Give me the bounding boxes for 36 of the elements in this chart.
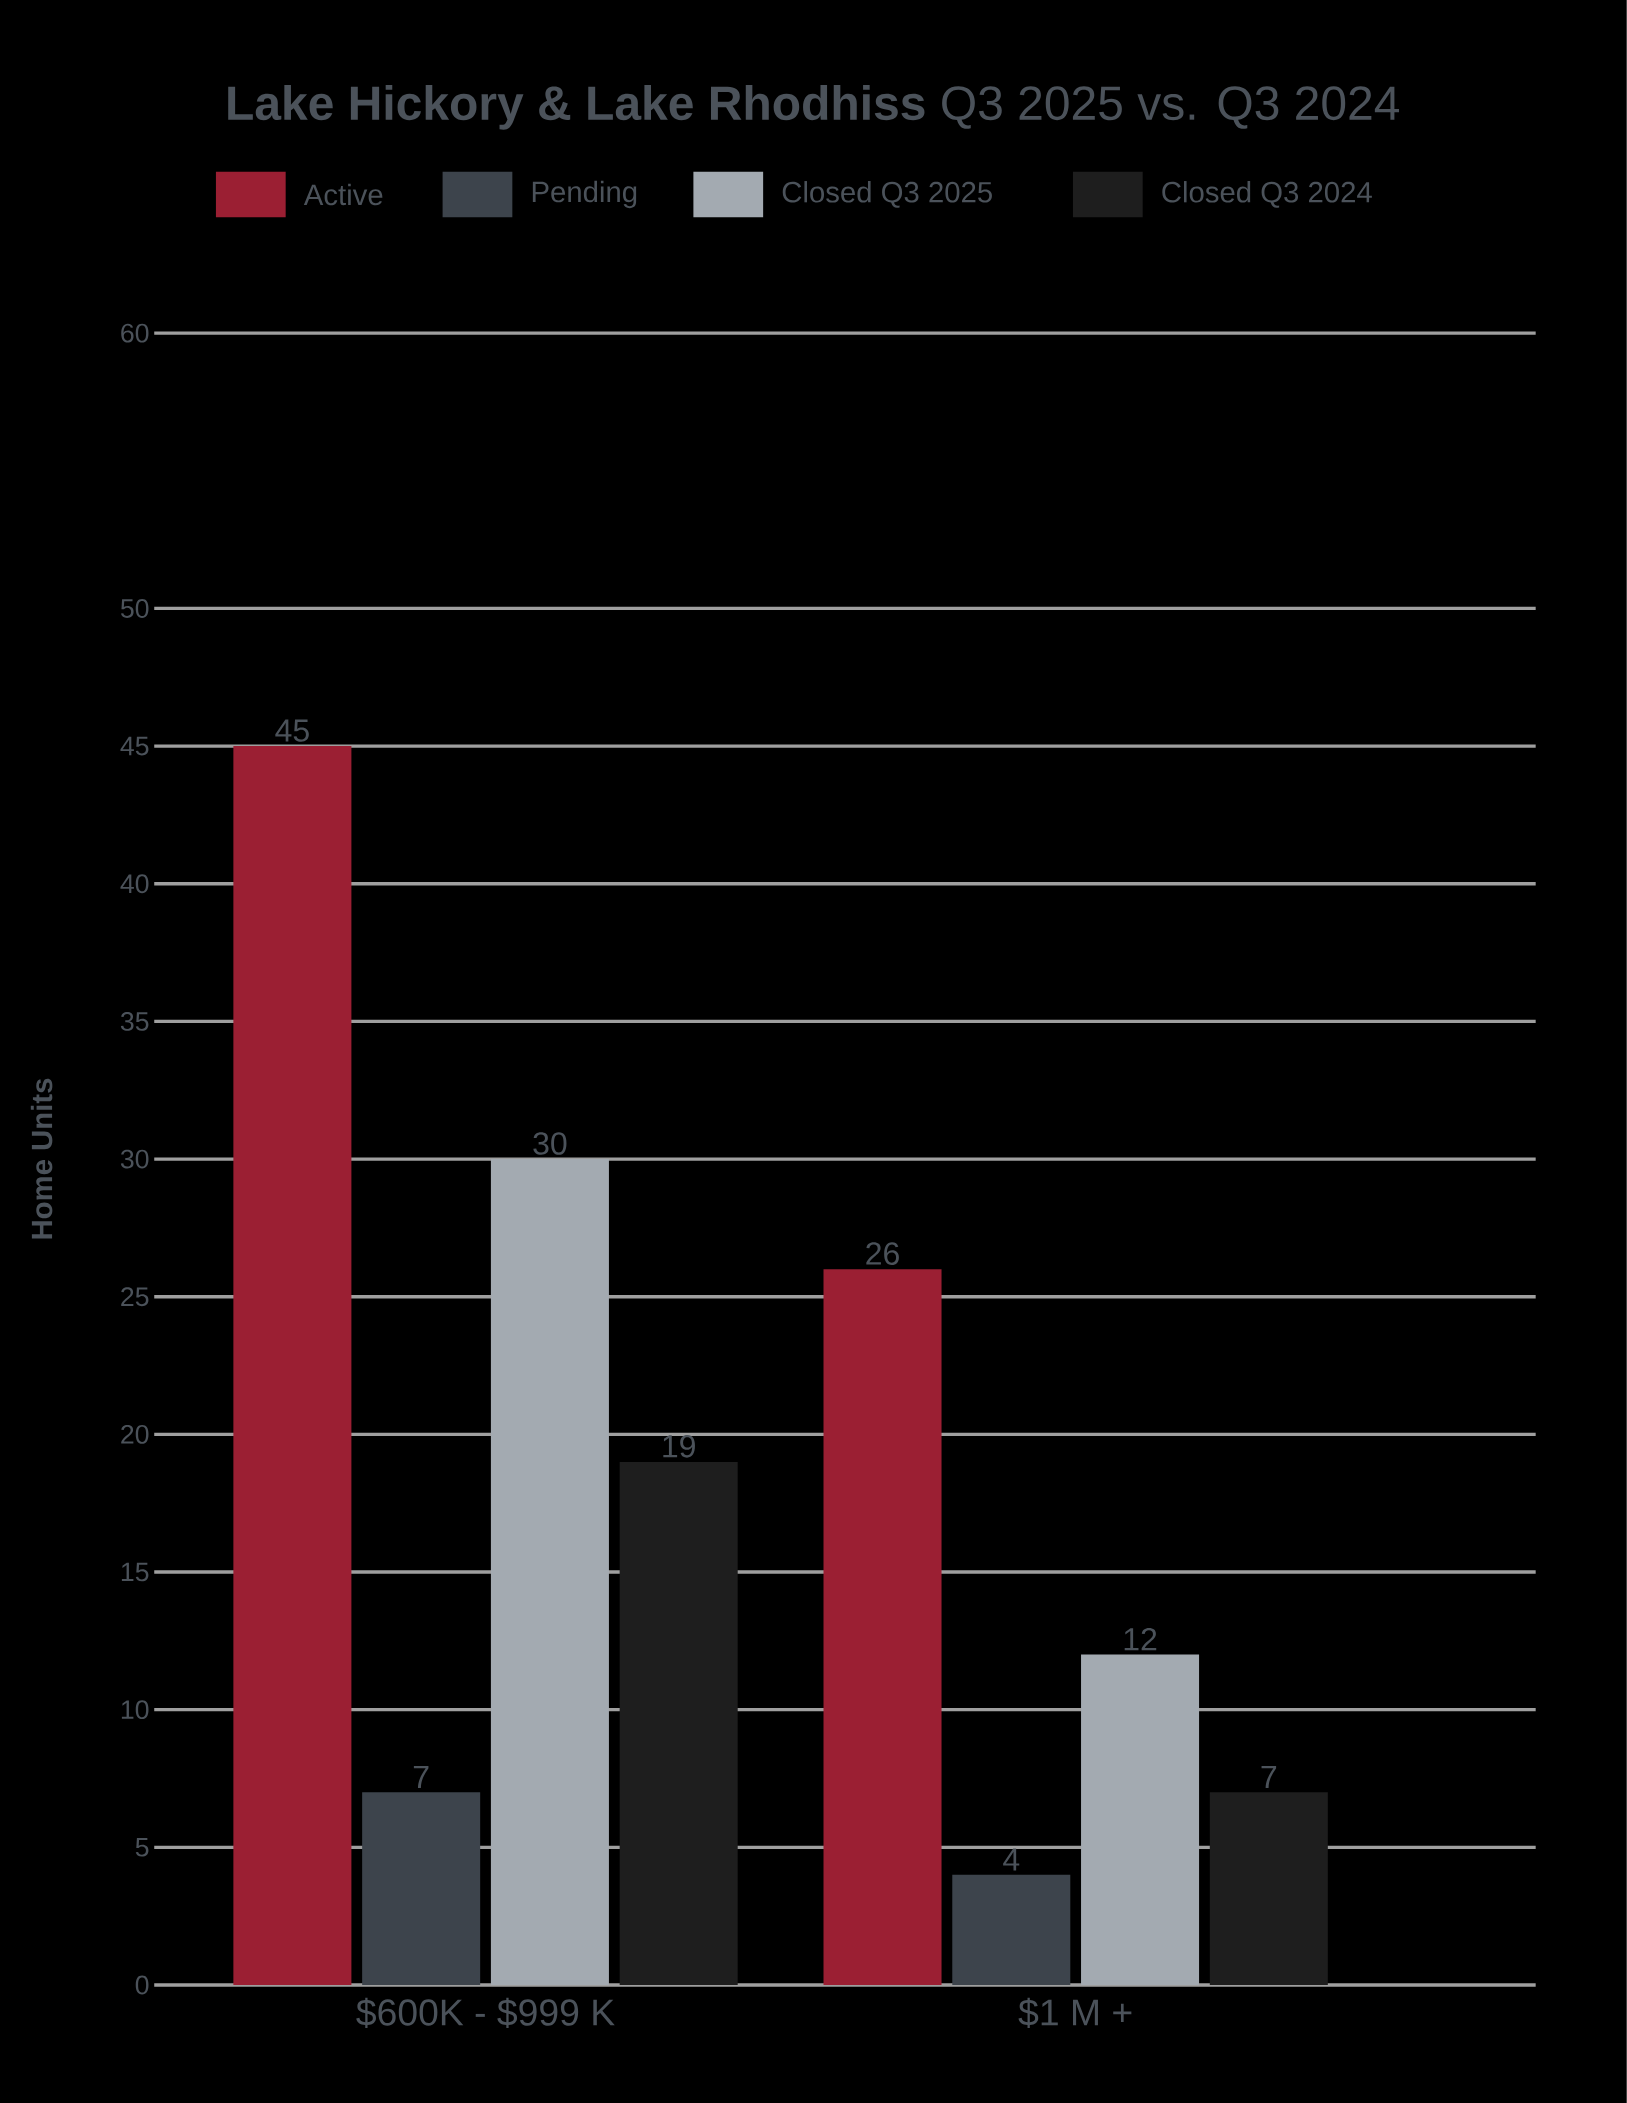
x-tick-label: $1 M + — [1018, 1997, 1132, 2028]
chart-title: Lake Hickory & Lake Rhodhiss Q3 2025 vs. Q3 2024 — [228, 84, 1400, 130]
data-label: 4 — [1003, 1848, 1020, 1871]
y-tick-label: 25 — [121, 1287, 149, 1307]
y-tick-label: 45 — [120, 736, 149, 756]
y-tick-label: 50 — [121, 599, 149, 618]
data-label: 26 — [866, 1242, 899, 1265]
bar — [1081, 1654, 1200, 1985]
y-tick-label: 0 — [135, 1975, 149, 1995]
data-label: 12 — [1124, 1628, 1157, 1651]
x-tick-label: $600K - $999 K — [356, 1997, 615, 2028]
legend-label: Closed Q3 2024 — [1162, 181, 1372, 208]
data-label: 7 — [1261, 1765, 1277, 1788]
bar — [823, 1269, 942, 1985]
bar — [362, 1792, 481, 1985]
y-tick-label: 15 — [121, 1562, 149, 1582]
y-axis-title: Home Units — [30, 1078, 53, 1239]
y-tick-label: 60 — [121, 323, 149, 343]
bar — [490, 1159, 609, 1985]
data-label: 19 — [663, 1434, 696, 1458]
data-label: 30 — [533, 1132, 567, 1155]
bar — [619, 1461, 738, 1985]
y-tick-label: 35 — [120, 1011, 149, 1031]
y-tick-label: 10 — [121, 1700, 149, 1720]
data-label: 45 — [275, 719, 309, 742]
y-tick-label: 30 — [120, 1149, 149, 1169]
y-tick-label: 5 — [135, 1838, 149, 1857]
legend-label: Closed Q3 2025 — [782, 181, 992, 208]
y-tick-label: 20 — [121, 1424, 149, 1444]
bar — [233, 746, 352, 1985]
bar — [952, 1874, 1071, 1985]
bar — [1209, 1792, 1328, 1985]
legend-label: Pending — [532, 180, 637, 209]
y-tick-label: 40 — [120, 874, 149, 894]
data-label: 7 — [413, 1765, 429, 1788]
legend-label: Active — [303, 183, 383, 206]
